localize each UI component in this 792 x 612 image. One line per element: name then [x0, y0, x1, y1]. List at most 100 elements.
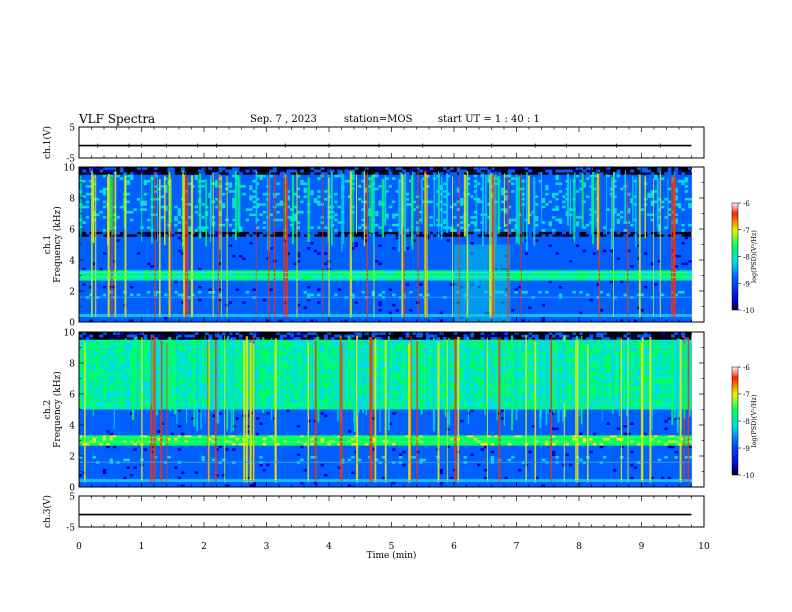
ch1-spectrogram-cell: [613, 172, 618, 176]
ch1-spectrogram-cell: [153, 198, 158, 201]
ch1-spectrogram-cell: [102, 174, 107, 178]
ch1-spectrogram-cell: [262, 213, 267, 217]
ch1-spectrogram-cell: [289, 192, 294, 196]
ch1-spectrogram-cell: [147, 185, 151, 188]
ch1-spectrogram-cell: [269, 221, 274, 225]
ch1-spectrogram-cell: [228, 239, 233, 243]
ch1-spectrogram-cell: [426, 177, 430, 181]
ch1-spectrogram-cell: [409, 223, 413, 227]
ch1-spectrogram-cell: [232, 223, 236, 227]
ch1-spectrogram-cell: [201, 241, 206, 245]
ch1-spectrogram-cell: [446, 221, 451, 225]
ch1-spectrogram-cell: [300, 226, 304, 230]
ch1-spectrogram-cell: [432, 236, 437, 240]
ch1-spectrogram-cell: [324, 192, 328, 196]
ch1-spectrogram-cell: [688, 241, 692, 245]
ch1-spectrogram-cell: [592, 190, 597, 194]
ch1-spectrogram-cell: [392, 236, 396, 240]
ch1-spectrogram-cell: [453, 195, 458, 199]
ch1-spectrogram-cell: [388, 187, 393, 191]
ch1-spectrogram-cell: [626, 190, 631, 194]
ch1-spectrogram-cell: [456, 213, 461, 217]
ch1-spectrogram-cell: [85, 229, 90, 232]
ch1-spectrogram-cell: [99, 195, 104, 199]
ch1-spectrogram-cell: [334, 210, 339, 214]
ch1-spectrogram-cell: [310, 221, 315, 225]
ch1-spectrogram-cell: [364, 190, 369, 194]
ch1-spectrogram-cell: [654, 221, 658, 225]
ch1-spectrogram-cell: [221, 213, 226, 217]
ch1-spectrogram-cell: [130, 174, 134, 178]
ch1-spectrogram-cell: [548, 195, 553, 199]
ch1-spectrogram-cell: [276, 177, 281, 181]
ch1-spectrogram-cell: [664, 203, 669, 207]
ch1-spectrogram-cell: [276, 221, 281, 225]
ch1-spectrogram-cell: [507, 198, 512, 201]
ch1-spectrogram-cell: [170, 200, 175, 204]
ch1-spectrogram-cell: [136, 236, 141, 240]
ch1-spectrogram-cell: [511, 203, 515, 207]
ch1-spectrogram-cell: [426, 218, 430, 222]
ch1-spectrogram-cell: [470, 190, 475, 194]
ch1-spectrogram-cell: [545, 192, 549, 196]
ch1-spectrogram-cell: [283, 174, 287, 178]
ch1-spectrogram-cell: [555, 216, 560, 219]
ch1-spectrogram-cell: [136, 213, 141, 217]
ch1-spectrogram-cell: [347, 182, 352, 186]
ch1-spectrogram-cell: [313, 210, 318, 214]
ch1-spectrogram-cell: [504, 221, 509, 225]
ch1-spectrogram-cell: [592, 192, 597, 196]
ch1-spectrogram-cell: [500, 177, 505, 181]
ch1-spectrogram-cell: [671, 187, 675, 191]
ch1-spectrogram-cell: [579, 208, 584, 212]
ch1-spectrogram-cell: [681, 208, 686, 212]
ch1-spectrogram-cell: [147, 226, 151, 230]
ch1-spectrogram-cell: [232, 200, 236, 204]
ch1-spectrogram-cell: [228, 221, 233, 225]
ch1-spectrogram-cell: [650, 177, 655, 181]
ch1-spectrogram-cell: [558, 203, 563, 207]
ch1-spectrogram-cell: [293, 210, 298, 214]
ch1-spectrogram-cell: [85, 182, 90, 186]
ch1-spectrogram-cell: [255, 218, 260, 222]
ch1-spectrogram-cell: [218, 198, 223, 201]
ch1-spectrogram-cell: [599, 226, 604, 230]
ch1-spectrogram-cell: [310, 198, 315, 201]
ch1-spectrogram-cell: [119, 200, 124, 204]
ch1-spectrogram-cell: [429, 167, 434, 170]
ch1-spectrogram-cell: [153, 172, 158, 176]
ch1-spectrogram-cell: [150, 244, 155, 248]
ch1-spectrogram-cell: [337, 169, 342, 173]
ch1-spectrogram-cell: [688, 218, 692, 222]
ch1-spectrogram-cell: [671, 200, 675, 204]
ch1-spectrogram-cell: [147, 203, 151, 207]
ch1-spectrogram-cell: [119, 174, 124, 178]
ch1-spectrogram-cell: [419, 229, 424, 232]
ch1-spectrogram-cell: [99, 179, 104, 183]
ch1-spectrogram-cell: [603, 185, 607, 188]
ch1-spectrogram-cell: [378, 218, 383, 222]
ch1-spectrogram-cell: [392, 216, 396, 219]
ch1-spectrogram-cell: [191, 198, 196, 201]
ch1-spectrogram-cell: [99, 198, 104, 201]
ch1-spectrogram-cell: [133, 221, 138, 225]
ch1-spectrogram-cell: [375, 239, 379, 243]
ch1-spectrogram-cell: [293, 174, 298, 178]
ch1-spectrogram-cell: [453, 223, 458, 227]
ch1-spectrogram-cell: [242, 216, 247, 219]
ch1-spectrogram-cell: [378, 167, 383, 170]
ch1-spectrogram-cell: [279, 213, 284, 217]
ch1-spectrogram-cell: [119, 169, 124, 173]
ch1-spectrogram-cell: [170, 177, 175, 181]
ch1-spectrogram-cell: [613, 187, 618, 191]
ch1-spectrogram-cell: [572, 169, 577, 173]
ch1-spectrogram-cell: [378, 216, 383, 219]
ch1-spectrogram-cell: [677, 205, 682, 209]
ch1-spectrogram-cell: [640, 169, 645, 173]
ch1-spectrogram-cell: [313, 179, 318, 183]
ch1-spectrogram-cell: [555, 213, 560, 217]
ch1-spectrogram-cell: [143, 239, 148, 243]
ch1-spectrogram-cell: [626, 203, 631, 207]
ch1-spectrogram-cell: [82, 179, 87, 183]
ch1-spectrogram-cell: [667, 187, 672, 191]
